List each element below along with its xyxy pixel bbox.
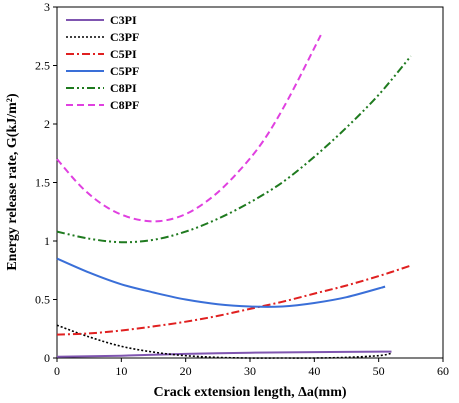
- legend-label-c5pi: C5PI: [110, 47, 137, 61]
- x-tick-label: 30: [244, 364, 256, 378]
- y-tick-label: 0: [44, 351, 50, 365]
- y-tick-label: 1: [44, 234, 50, 248]
- series-line-c3pi: [56, 350, 392, 358]
- series-line-c8pi: [56, 55, 412, 244]
- y-tick-label: 0.5: [35, 293, 50, 307]
- series-line-c8pf: [56, 34, 322, 223]
- y-tick-label: 2: [44, 117, 50, 131]
- y-tick-label: 2.5: [35, 59, 50, 73]
- x-tick-label: 60: [437, 364, 449, 378]
- x-tick-label: 10: [115, 364, 127, 378]
- series-line-c5pi: [56, 264, 412, 336]
- series-line-c3pf: [56, 324, 392, 359]
- legend-label-c5pf: C5PF: [110, 64, 139, 78]
- x-axis-title: Crack extension length, Δa(mm): [153, 385, 346, 400]
- y-tick-label: 1.5: [35, 176, 50, 190]
- ticks-layer: 0 10 20 30 40 50 60 0 0.5 1 1.5 2 2.5 3: [35, 0, 449, 378]
- y-tick-label: 3: [44, 0, 50, 14]
- legend-label-c8pf: C8PF: [110, 98, 139, 112]
- series-layer: [56, 34, 412, 359]
- x-tick-label: 0: [54, 364, 60, 378]
- legend-label-c8pi: C8PI: [110, 81, 137, 95]
- x-tick-label: 50: [373, 364, 385, 378]
- y-axis-title: Energy release rate, G(kJ/m²): [5, 93, 20, 271]
- x-tick-label: 40: [308, 364, 320, 378]
- legend: C3PI C3PF C5PI C5PF C8PI C8PF: [66, 13, 139, 112]
- legend-label-c3pi: C3PI: [110, 13, 137, 27]
- x-tick-label: 20: [180, 364, 192, 378]
- series-line-c5pf: [56, 257, 386, 308]
- legend-label-c3pf: C3PF: [110, 30, 139, 44]
